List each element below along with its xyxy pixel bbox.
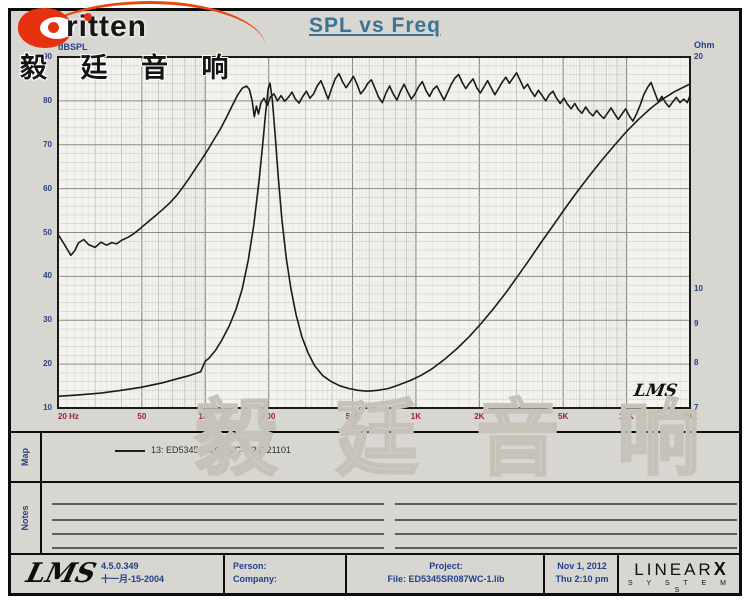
logo-i-dot: [84, 13, 92, 21]
logo-chinese-text: 毅 廷 音 响: [20, 53, 242, 83]
logo-e-swoosh-icon: [18, 8, 74, 48]
notes-rule-line: [52, 519, 384, 521]
notes-rule-line: [395, 503, 737, 505]
legend-entry: 13: ED5345SR087WC-1 20121101: [115, 445, 291, 455]
notes-side-cell: Notes: [11, 483, 42, 553]
logo-brand-text: ritten: [66, 10, 147, 43]
notes-section-label: Notes: [20, 505, 30, 531]
person-label: Person:: [233, 561, 267, 571]
notes-section: Notes: [11, 481, 739, 553]
lms-version-date: 十一月-15-2004: [101, 574, 165, 584]
notes-rule-line: [395, 519, 737, 521]
curve-impedance: [57, 82, 691, 398]
lms-chart-logo: LMS: [632, 381, 679, 401]
page-title: SPL vs Freq: [309, 14, 441, 37]
right-axis-unit-label: Ohm: [694, 40, 715, 50]
footer-lms-cell: LMS 4.5.0.349 十一月-15-2004: [11, 555, 223, 593]
lms-version: 4.5.0.349: [101, 561, 139, 571]
notes-column-1: [52, 483, 384, 553]
company-label: Company:: [233, 574, 278, 584]
map-section-label: Map: [20, 448, 30, 466]
report-time: Thu 2:10 pm: [555, 574, 609, 584]
linearx-x: X: [713, 559, 726, 579]
legend-line-sample: [115, 449, 145, 452]
project-label: Project:: [429, 561, 463, 571]
curve-spl: [57, 72, 691, 257]
logo-swoosh-arc: [34, 1, 266, 48]
notes-rule-line: [52, 547, 384, 549]
notes-rule-line: [395, 547, 737, 549]
notes-rule-line: [52, 533, 384, 535]
footer-linearx-cell: LINEARX S Y S T E M S: [617, 555, 741, 594]
report-date: Nov 1, 2012: [557, 561, 607, 571]
map-side-cell: Map: [11, 433, 42, 481]
file-label: File: ED5345SR087WC-1.lib: [387, 574, 505, 584]
notes-rule-line: [52, 503, 384, 505]
linearx-logo: LINEARX S Y S T E M S: [619, 559, 741, 594]
company-logo: ritten 毅 廷 音 响: [6, 0, 286, 86]
footer-bar: LMS 4.5.0.349 十一月-15-2004 Person: Compan…: [11, 553, 741, 594]
map-section: Map 13: ED5345SR087WC-1 20121101: [11, 431, 739, 481]
lms-footer-logo: LMS: [23, 558, 100, 589]
linearx-brand-text: LINEAR: [634, 560, 714, 579]
lms-version-block: 4.5.0.349 十一月-15-2004: [101, 560, 164, 586]
legend-entry-label: 13: ED5345SR087WC-1 20121101: [151, 445, 291, 455]
footer-date-cell: Nov 1, 2012 Thu 2:10 pm: [543, 555, 619, 593]
footer-person-cell: Person: Company:: [223, 555, 347, 593]
footer-project-cell: Project: File: ED5345SR087WC-1.lib: [345, 555, 545, 593]
linearx-systems-text: S Y S T E M S: [627, 580, 732, 594]
notes-rule-line: [395, 533, 737, 535]
notes-column-2: [395, 483, 737, 553]
